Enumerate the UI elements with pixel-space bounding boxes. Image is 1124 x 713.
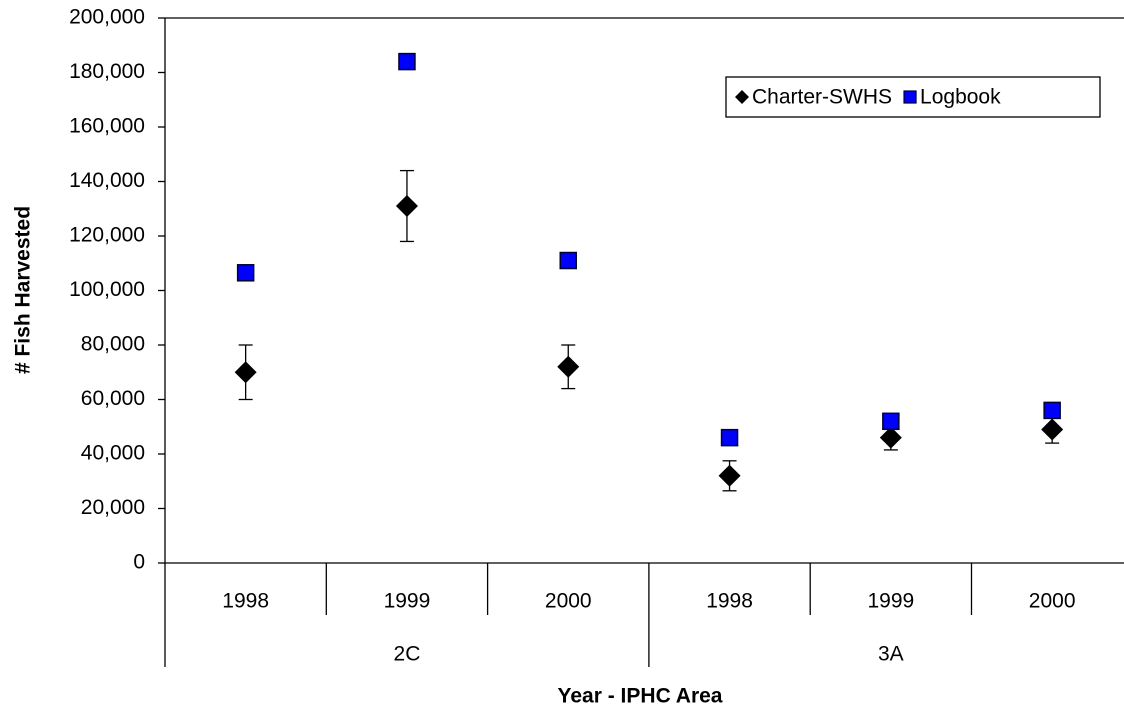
legend-marker — [735, 90, 749, 104]
point — [559, 251, 577, 270]
point — [720, 428, 739, 447]
group-label: 3A — [878, 643, 904, 666]
group-label: 2C — [394, 643, 421, 666]
x-tick-label: 1998 — [222, 590, 269, 613]
point — [557, 355, 580, 378]
y-tick-label: 120,000 — [69, 224, 145, 247]
x-tick-label: 2000 — [1029, 590, 1076, 613]
y-tick-label: 160,000 — [69, 115, 145, 138]
x-axis-title: Year - IPHC Area — [558, 685, 723, 708]
x-tick-label: 1998 — [706, 590, 753, 613]
point — [398, 52, 416, 71]
point — [236, 264, 255, 282]
y-tick-label: 20,000 — [81, 496, 145, 519]
y-tick-label: 60,000 — [81, 387, 145, 410]
y-tick-label: 40,000 — [81, 442, 145, 465]
y-tick-label: 100,000 — [69, 278, 145, 301]
point — [395, 195, 418, 218]
y-tick-label: 0 — [133, 551, 145, 574]
point — [1043, 401, 1061, 420]
legend-marker — [903, 90, 917, 104]
y-tick-label: 180,000 — [69, 60, 145, 83]
x-tick-label: 1999 — [867, 590, 914, 613]
x-tick-label: 2000 — [545, 590, 592, 613]
y-tick-label: 140,000 — [69, 169, 145, 192]
legend-label: Logbook — [920, 86, 1001, 109]
y-axis-title: # Fish Harvested — [12, 206, 35, 374]
y-tick-label: 200,000 — [69, 6, 145, 29]
point — [1041, 418, 1064, 441]
y-tick-label: 80,000 — [81, 333, 145, 356]
point — [879, 426, 902, 449]
point — [718, 464, 741, 487]
point — [234, 361, 257, 384]
legend-label: Charter-SWHS — [752, 86, 892, 109]
x-tick-label: 1999 — [384, 590, 431, 613]
point — [882, 412, 900, 431]
